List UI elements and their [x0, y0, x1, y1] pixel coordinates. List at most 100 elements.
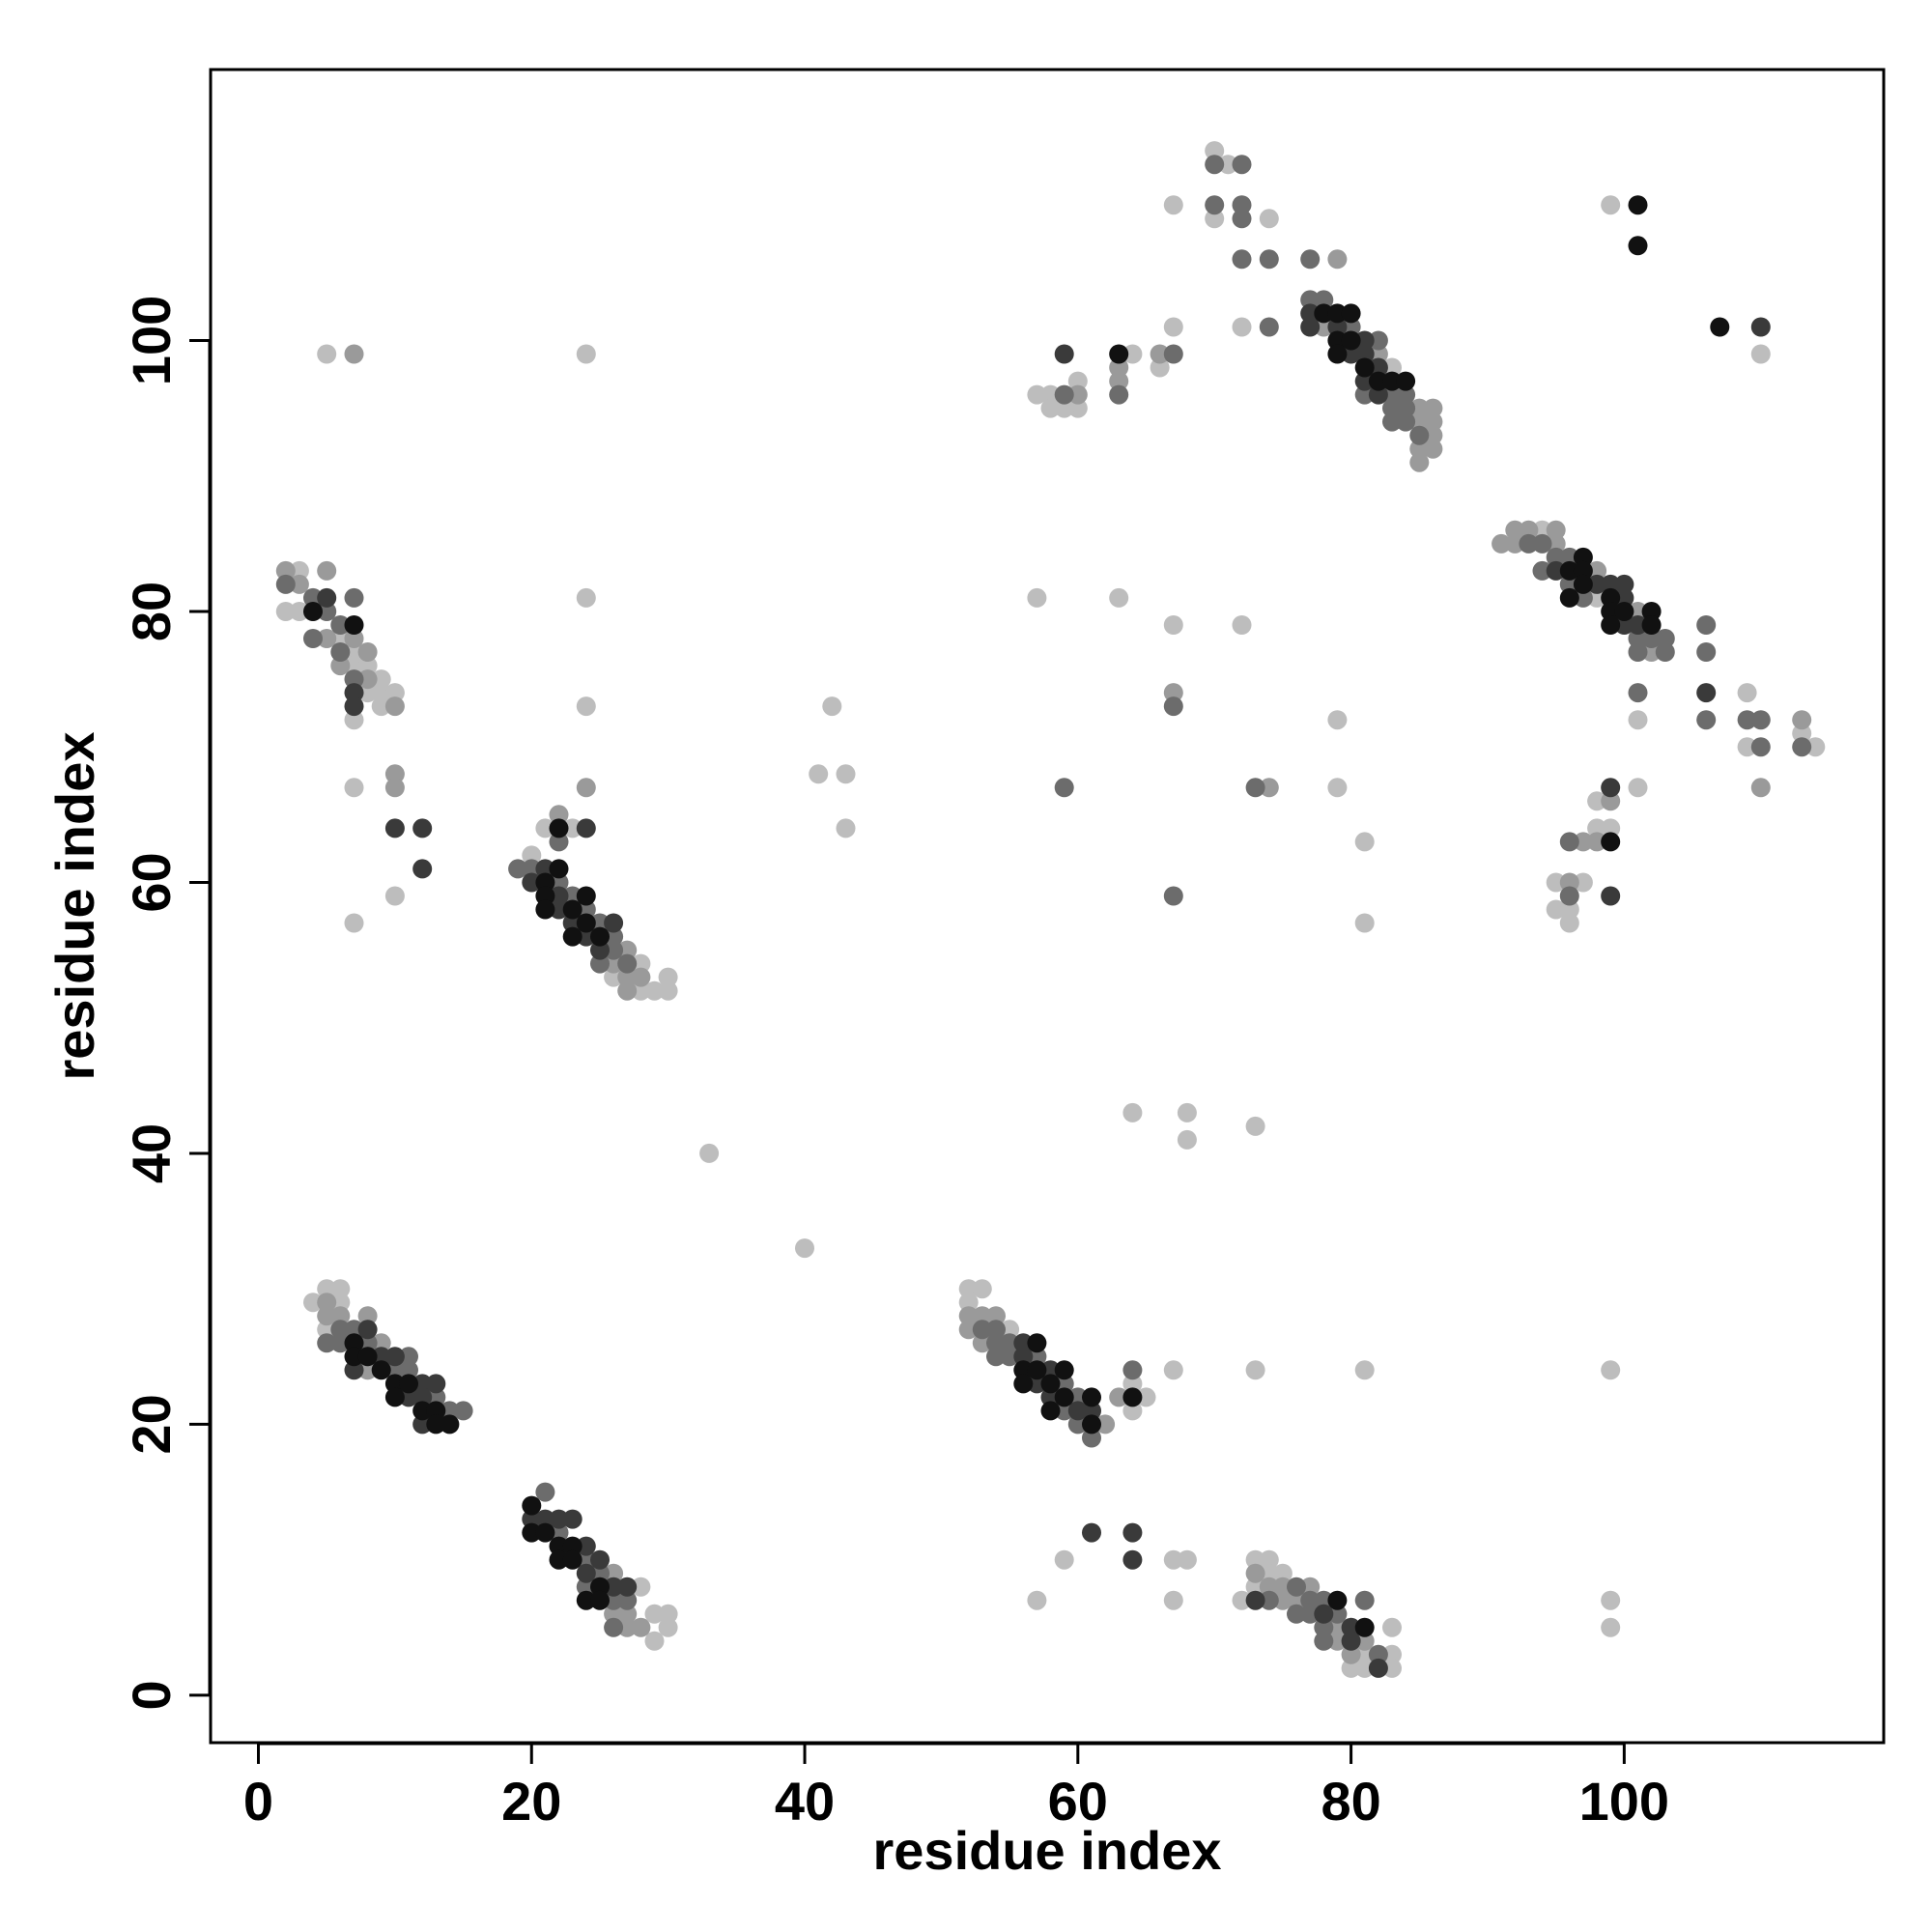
- data-point: [1027, 384, 1047, 405]
- data-point: [958, 1293, 979, 1313]
- data-point: [1245, 1590, 1265, 1610]
- data-point: [1287, 1590, 1306, 1610]
- data-point: [535, 899, 555, 920]
- data-point: [1792, 710, 1812, 730]
- data-point: [549, 805, 569, 825]
- data-point: [1559, 587, 1579, 608]
- data-point: [549, 1509, 569, 1529]
- data-point: [1163, 683, 1183, 703]
- data-point: [972, 1333, 992, 1353]
- data-point: [522, 859, 542, 879]
- data-point: [371, 669, 391, 690]
- data-point: [1396, 384, 1416, 405]
- data-point: [412, 1374, 433, 1394]
- data-point: [1067, 384, 1088, 405]
- data-point: [576, 913, 596, 933]
- data-point: [412, 1401, 433, 1421]
- data-point: [1245, 1116, 1265, 1136]
- data-point: [1546, 872, 1566, 893]
- data-point: [1614, 574, 1634, 594]
- data-point: [535, 859, 555, 879]
- data-point: [330, 656, 351, 676]
- data-point: [1300, 1590, 1321, 1610]
- data-point: [576, 1549, 596, 1570]
- data-point: [1054, 1387, 1074, 1407]
- data-point: [576, 926, 596, 947]
- data-point: [1737, 683, 1757, 703]
- x-tick-label: 40: [775, 1771, 835, 1832]
- data-point: [1696, 683, 1717, 703]
- data-point: [1601, 818, 1621, 838]
- data-point: [1040, 1401, 1061, 1421]
- data-point: [371, 696, 391, 717]
- data-point: [275, 602, 296, 621]
- data-point: [1409, 439, 1430, 459]
- data-point: [1163, 886, 1183, 906]
- data-point: [1696, 615, 1717, 635]
- data-point: [1122, 1360, 1143, 1380]
- data-point: [1232, 1590, 1252, 1610]
- data-point: [1559, 913, 1579, 933]
- data-point: [1696, 642, 1717, 662]
- data-point: [384, 683, 405, 703]
- data-point: [1327, 303, 1348, 324]
- data-point: [1341, 317, 1361, 337]
- data-point: [522, 1495, 542, 1516]
- data-point: [1259, 209, 1279, 229]
- data-point: [1163, 696, 1183, 717]
- data-point: [1040, 384, 1061, 405]
- data-point: [522, 1509, 542, 1529]
- data-point: [658, 980, 678, 1001]
- data-point: [1368, 1658, 1388, 1678]
- data-point: [412, 818, 433, 838]
- data-point: [1601, 832, 1621, 852]
- data-point: [1601, 791, 1621, 811]
- y-axis-title: residue index: [44, 731, 105, 1080]
- data-point: [399, 1360, 418, 1380]
- data-point: [344, 1333, 364, 1353]
- data-point: [535, 1482, 555, 1502]
- data-point: [384, 696, 405, 717]
- data-point: [986, 1347, 1006, 1367]
- data-point: [1368, 1644, 1388, 1664]
- data-point: [958, 1279, 979, 1299]
- data-point: [1354, 384, 1375, 405]
- data-point: [549, 832, 569, 852]
- y-tick-label: 0: [121, 1680, 182, 1710]
- data-point: [317, 587, 337, 608]
- data-point: [1573, 872, 1593, 893]
- plot-frame: [209, 68, 1886, 1745]
- data-point: [1082, 1401, 1101, 1421]
- data-point: [1054, 384, 1074, 405]
- data-point: [535, 886, 555, 906]
- data-point: [384, 818, 405, 838]
- data-point: [1163, 1549, 1183, 1570]
- data-point: [1218, 155, 1238, 175]
- data-point: [1300, 1604, 1321, 1624]
- data-point: [1122, 1549, 1143, 1570]
- data-point: [1232, 209, 1252, 229]
- data-point: [1655, 629, 1675, 648]
- data-point: [1027, 1590, 1047, 1610]
- data-point: [344, 1320, 364, 1340]
- data-point: [412, 1414, 433, 1435]
- data-point: [1327, 344, 1348, 364]
- data-point: [1614, 602, 1634, 621]
- data-point: [1641, 615, 1662, 635]
- data-point: [344, 587, 364, 608]
- data-point: [1409, 452, 1430, 472]
- data-point: [658, 967, 678, 987]
- data-point: [1354, 832, 1375, 852]
- data-point: [972, 1320, 992, 1340]
- data-point: [1314, 1617, 1334, 1637]
- data-point: [1750, 778, 1771, 798]
- data-point: [1532, 533, 1552, 554]
- data-point: [1109, 344, 1129, 364]
- data-point: [1067, 1401, 1088, 1421]
- data-point: [658, 1617, 678, 1637]
- data-point: [1109, 357, 1129, 378]
- data-point: [1601, 615, 1621, 635]
- data-point: [1054, 1374, 1074, 1394]
- data-point: [1368, 384, 1388, 405]
- data-point: [1095, 1414, 1116, 1435]
